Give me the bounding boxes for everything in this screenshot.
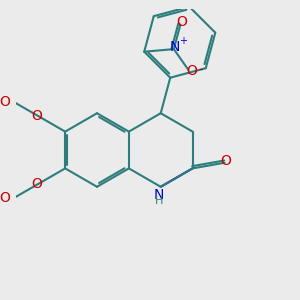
Text: N: N: [169, 40, 180, 54]
Text: O: O: [0, 191, 11, 205]
Text: O: O: [32, 109, 42, 123]
Text: -: -: [198, 64, 202, 76]
Text: O: O: [186, 64, 197, 78]
Text: N: N: [154, 188, 164, 202]
Text: O: O: [0, 95, 11, 109]
Text: O: O: [176, 15, 187, 29]
Text: O: O: [220, 154, 232, 168]
Text: +: +: [179, 36, 187, 46]
Text: H: H: [155, 196, 164, 206]
Text: O: O: [32, 177, 42, 191]
